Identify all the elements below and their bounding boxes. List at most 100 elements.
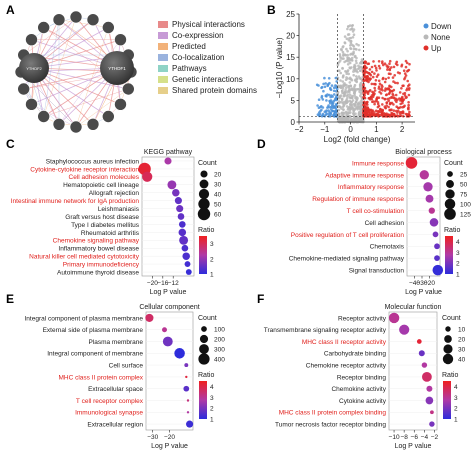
- volcano-point: [339, 55, 342, 58]
- volcano-point: [379, 114, 382, 117]
- panel-letter-b: B: [267, 3, 276, 17]
- volcano-point: [355, 77, 359, 81]
- volcano-point: [327, 77, 331, 80]
- bubble-category-label: Rheumatoid arthritis: [81, 230, 140, 237]
- bubble-category-label: Receptor activity: [338, 315, 387, 322]
- network-node: [122, 82, 135, 96]
- bubble-category-label: MHC class II protein complex: [58, 374, 143, 381]
- volcano-point: [348, 99, 352, 103]
- volcano-point: [394, 99, 397, 102]
- volcano-point: [352, 112, 355, 115]
- network-legend-swatch: [158, 87, 168, 94]
- volcano-point: [374, 79, 378, 82]
- volcano-point: [396, 71, 400, 74]
- volcano-point: [373, 111, 376, 114]
- volcano-point: [402, 92, 405, 96]
- volcano-point: [350, 96, 354, 100]
- volcano-point: [342, 103, 346, 106]
- volcano-point: [369, 115, 372, 118]
- volcano-point: [344, 110, 348, 114]
- volcano-point: [388, 84, 391, 88]
- bubble-point: [425, 396, 434, 405]
- volcano-point: [346, 63, 350, 66]
- volcano-point: [363, 87, 366, 90]
- color-bar-label: 4: [454, 384, 458, 391]
- bubble-x-tick-label: −10: [389, 434, 400, 441]
- network-node: [52, 13, 66, 26]
- volcano-point: [334, 96, 338, 99]
- volcano-point: [342, 54, 345, 57]
- size-legend-title: Count: [442, 315, 461, 322]
- volcano-x-tick-label: −1: [320, 125, 330, 134]
- bubble-point: [430, 410, 434, 415]
- bubble-x-tick-label: −6: [411, 434, 419, 441]
- volcano-point: [358, 48, 361, 52]
- volcano-point: [346, 53, 350, 57]
- volcano-point: [374, 109, 378, 113]
- volcano-point: [396, 98, 399, 102]
- network-node: [52, 118, 66, 131]
- bubble-category-label: Natural killer cell mediated cytotoxicit…: [29, 254, 140, 261]
- volcano-point: [373, 89, 377, 92]
- volcano-point: [351, 36, 355, 39]
- bubble-point: [186, 411, 190, 414]
- volcano-point: [355, 61, 358, 65]
- network-legend-label: Pathways: [172, 64, 207, 73]
- volcano-point: [359, 92, 363, 96]
- volcano-point: [360, 95, 363, 99]
- volcano-point: [390, 95, 393, 99]
- volcano-point: [384, 77, 388, 81]
- bubble-category-label: Chemokine-mediated signaling pathway: [289, 256, 405, 263]
- color-bar-label: 3: [210, 241, 214, 248]
- bubble-point: [183, 385, 190, 392]
- network-node: [102, 110, 115, 123]
- volcano-point: [343, 92, 347, 95]
- volcano-point: [338, 69, 341, 72]
- volcano-point: [364, 113, 367, 117]
- volcano-point: [345, 37, 349, 40]
- volcano-legend-marker: [423, 45, 429, 51]
- volcano-point: [342, 108, 345, 111]
- bubble-category-label: Integral component of membrane: [47, 351, 143, 358]
- bubble-point: [178, 228, 187, 237]
- bubble-category-label: Chemokine signaling pathway: [53, 238, 140, 245]
- volcano-point: [341, 74, 345, 78]
- volcano-point: [333, 106, 337, 109]
- volcano-point: [363, 69, 367, 72]
- network-hub-node: [100, 51, 134, 85]
- size-legend-label: 30: [214, 182, 222, 189]
- volcano-point: [352, 33, 356, 36]
- volcano-point: [370, 110, 374, 114]
- volcano-point: [352, 28, 356, 31]
- volcano-point: [352, 109, 356, 112]
- volcano-point: [331, 103, 334, 107]
- bubble-x-tick-label: −4: [421, 434, 429, 441]
- volcano-point: [386, 65, 389, 69]
- volcano-point: [376, 101, 380, 104]
- volcano-point: [349, 41, 353, 45]
- volcano-point: [342, 111, 346, 115]
- volcano-point: [343, 94, 347, 97]
- volcano-point: [370, 94, 374, 97]
- volcano-point: [387, 105, 390, 109]
- bubble-category-label: Extracellular space: [88, 386, 143, 393]
- volcano-point: [356, 70, 359, 74]
- volcano-point: [371, 90, 374, 94]
- size-legend-title: Count: [444, 160, 463, 167]
- volcano-point: [401, 95, 404, 99]
- volcano-point: [357, 64, 360, 68]
- volcano-point: [366, 106, 369, 109]
- volcano-point: [365, 101, 369, 104]
- volcano-point: [402, 84, 405, 87]
- volcano-point: [402, 98, 406, 101]
- volcano-point: [326, 106, 329, 109]
- bubble-point: [176, 205, 184, 213]
- bubble-point: [174, 197, 182, 205]
- bubble-category-label: Primary immunodeficiency: [63, 262, 140, 269]
- volcano-point: [328, 101, 332, 105]
- bubble-category-label: MHC class II receptor activity: [302, 339, 387, 346]
- bubble-category-label: Positive regulation of T cell proliferat…: [291, 232, 405, 239]
- volcano-point: [348, 105, 351, 109]
- bubble-plot-frame: [145, 311, 194, 431]
